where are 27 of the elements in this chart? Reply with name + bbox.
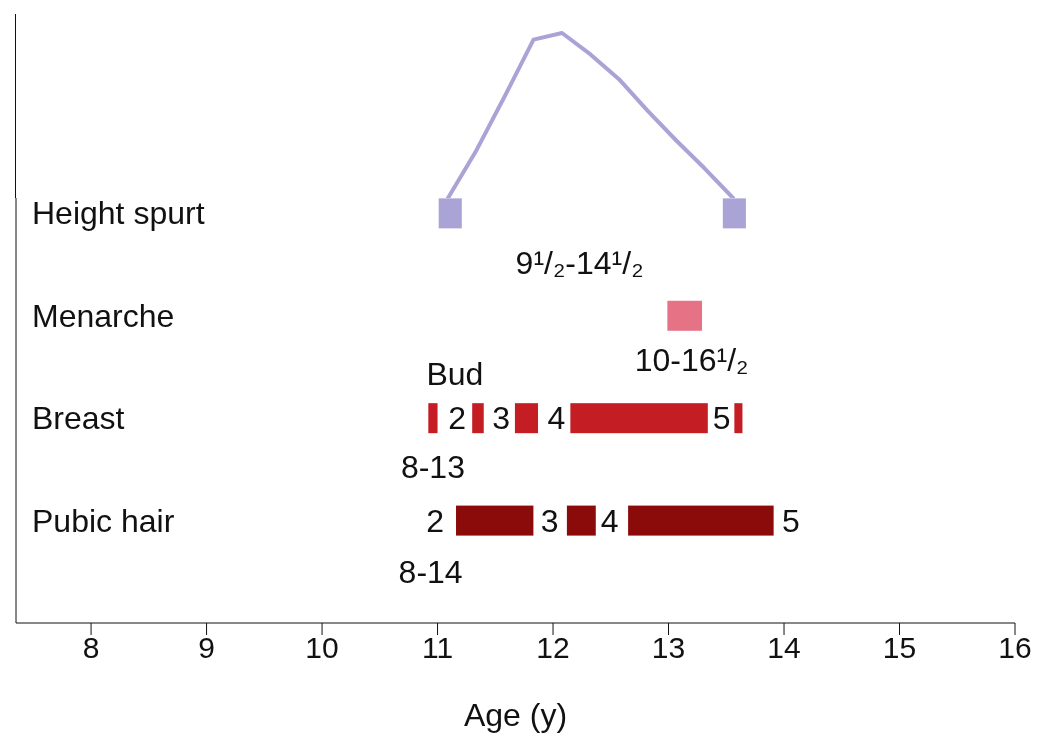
annotation: Bud — [426, 356, 484, 393]
x-tick-label: 11 — [421, 631, 454, 665]
y-tick-label: Breast — [32, 400, 125, 437]
x-tick-label: 9 — [198, 631, 215, 665]
x-tick-label: 15 — [882, 631, 917, 665]
y-tick-label: Menarche — [32, 297, 175, 334]
y-tick-label: Height spurt — [32, 195, 205, 232]
annotation: 2 — [448, 400, 467, 437]
x-axis-title: Age (y) — [463, 697, 568, 733]
x-tick-label: 8 — [82, 631, 100, 665]
annotation: 3 — [492, 400, 510, 437]
x-tick-label: 13 — [651, 631, 686, 665]
annotation: 4 — [600, 502, 619, 539]
annotation: 2 — [426, 502, 445, 539]
x-tick-label: 14 — [767, 631, 801, 665]
annotation: 4 — [547, 400, 566, 437]
annotation: 9¹/₂-14¹/₂ — [515, 244, 644, 281]
y-tick-label: Pubic hair — [32, 502, 175, 539]
annotation: 5 — [712, 400, 731, 437]
x-tick-label: 12 — [536, 631, 570, 665]
annotation: 8-14 — [398, 553, 463, 590]
annotation: 3 — [540, 502, 559, 539]
annotation: 5 — [782, 502, 800, 539]
x-tick-label: 10 — [305, 631, 339, 665]
annotation: 10-16¹/₂ — [634, 341, 749, 378]
x-tick-label: 16 — [998, 631, 1032, 665]
annotation: 8-13 — [400, 449, 465, 486]
